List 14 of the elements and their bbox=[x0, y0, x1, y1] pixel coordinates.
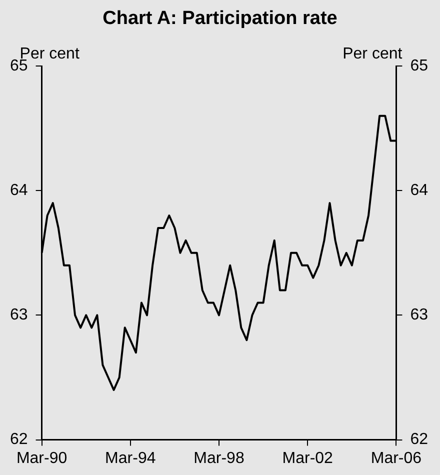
x-tick-label: Mar-02 bbox=[282, 450, 334, 467]
y-tick-label: 63 bbox=[10, 306, 28, 324]
y2-tick-label: 65 bbox=[410, 57, 428, 74]
y2-axis-title: Per cent bbox=[342, 45, 403, 62]
y-tick-label: 62 bbox=[10, 431, 28, 448]
x-tick-label: Mar-06 bbox=[370, 450, 422, 467]
y2-tick-label: 63 bbox=[410, 306, 428, 324]
x-tick-label: Mar-98 bbox=[194, 450, 244, 467]
x-tick-label: Mar-90 bbox=[16, 450, 68, 467]
y2-tick-label: 64 bbox=[410, 182, 428, 200]
x-tick-label: Mar-94 bbox=[105, 450, 156, 467]
chart-title: Chart A: Participation rate bbox=[102, 8, 338, 30]
y2-tick-label: 62 bbox=[410, 431, 428, 448]
y-tick-label: 64 bbox=[10, 182, 28, 200]
